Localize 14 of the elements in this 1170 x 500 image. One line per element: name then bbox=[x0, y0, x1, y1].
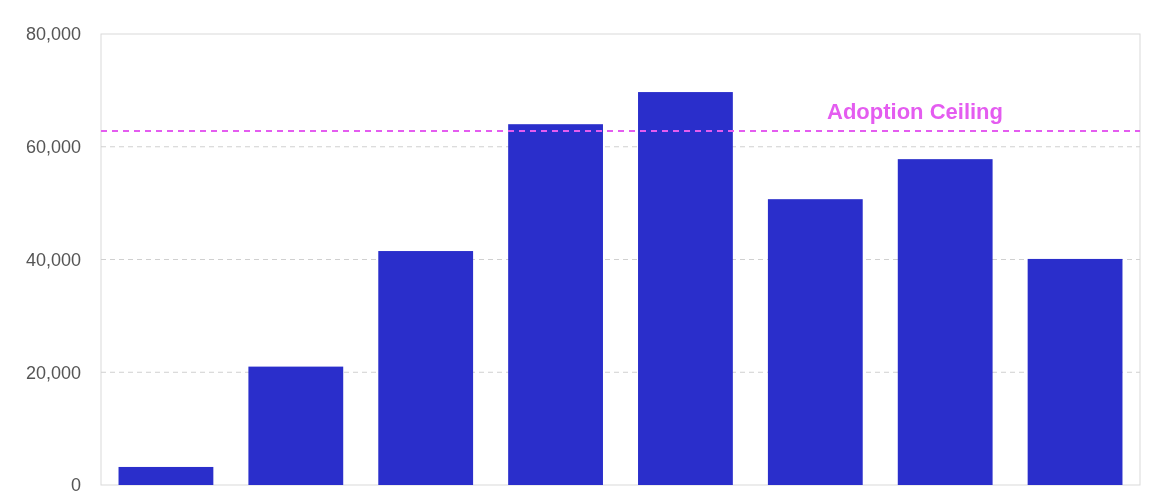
y-tick-label: 40,000 bbox=[25, 249, 81, 270]
bar bbox=[378, 251, 474, 485]
y-tick-label: 80,000 bbox=[25, 24, 81, 45]
bar bbox=[508, 124, 603, 485]
ref-line-label: Adoption Ceiling bbox=[827, 98, 1003, 124]
y-tick-label: 0 bbox=[70, 475, 81, 496]
bar bbox=[897, 159, 993, 485]
y-tick-label: 60,000 bbox=[25, 137, 81, 158]
y-tick-label: 20,000 bbox=[25, 362, 81, 383]
bar bbox=[1027, 258, 1123, 485]
bar bbox=[248, 366, 344, 485]
bar bbox=[767, 199, 863, 485]
bar bbox=[638, 92, 733, 485]
bar bbox=[118, 466, 214, 485]
